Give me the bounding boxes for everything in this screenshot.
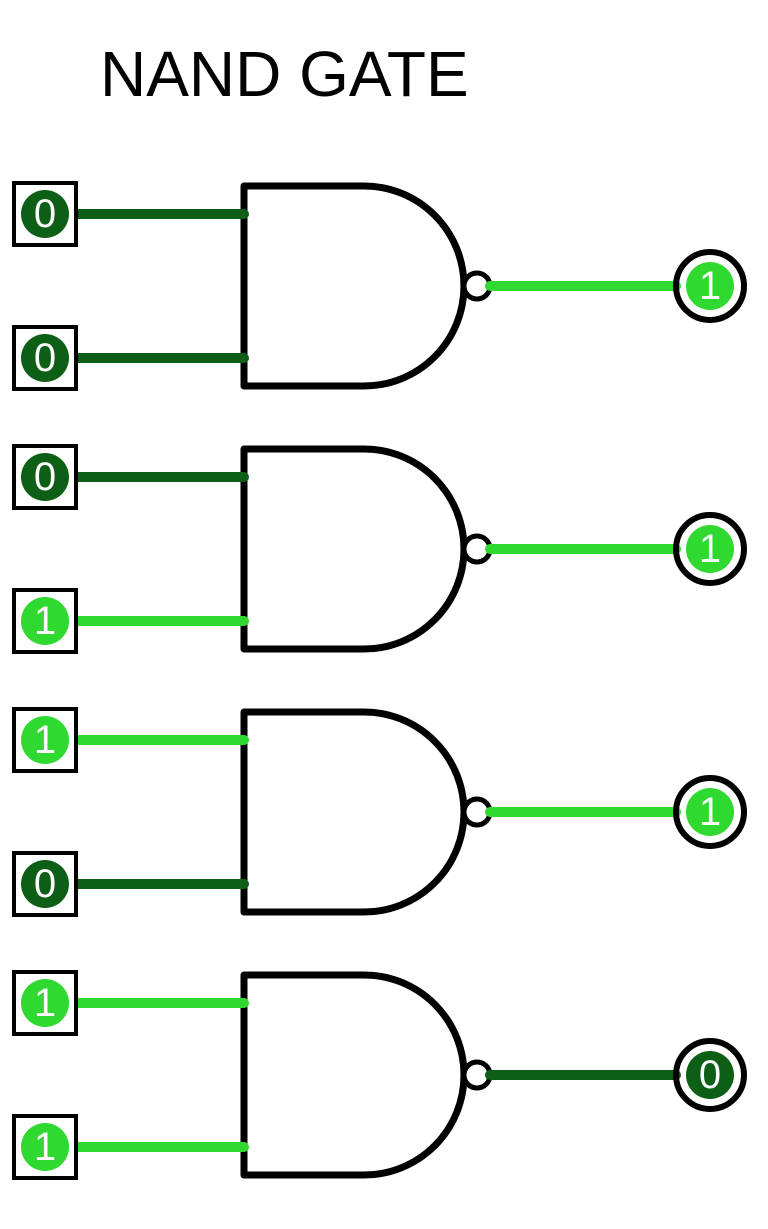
diagram-title: NAND GATE [100, 38, 469, 110]
nand-gate-2-body [244, 712, 464, 912]
input-b-1-value: 1 [34, 599, 56, 643]
output-0-value: 1 [699, 264, 721, 308]
nand-gate-0-body [244, 186, 464, 386]
input-b-0-value: 0 [34, 336, 56, 380]
nand-gate-3-body [244, 975, 464, 1175]
output-1-value: 1 [699, 527, 721, 571]
input-b-3-value: 1 [34, 1125, 56, 1169]
nand-gate-1-body [244, 449, 464, 649]
output-3-value: 0 [699, 1053, 721, 1097]
output-2-value: 1 [699, 790, 721, 834]
input-b-2-value: 0 [34, 862, 56, 906]
input-a-2-value: 1 [34, 718, 56, 762]
input-a-1-value: 0 [34, 455, 56, 499]
input-a-3-value: 1 [34, 981, 56, 1025]
input-a-0-value: 0 [34, 192, 56, 236]
